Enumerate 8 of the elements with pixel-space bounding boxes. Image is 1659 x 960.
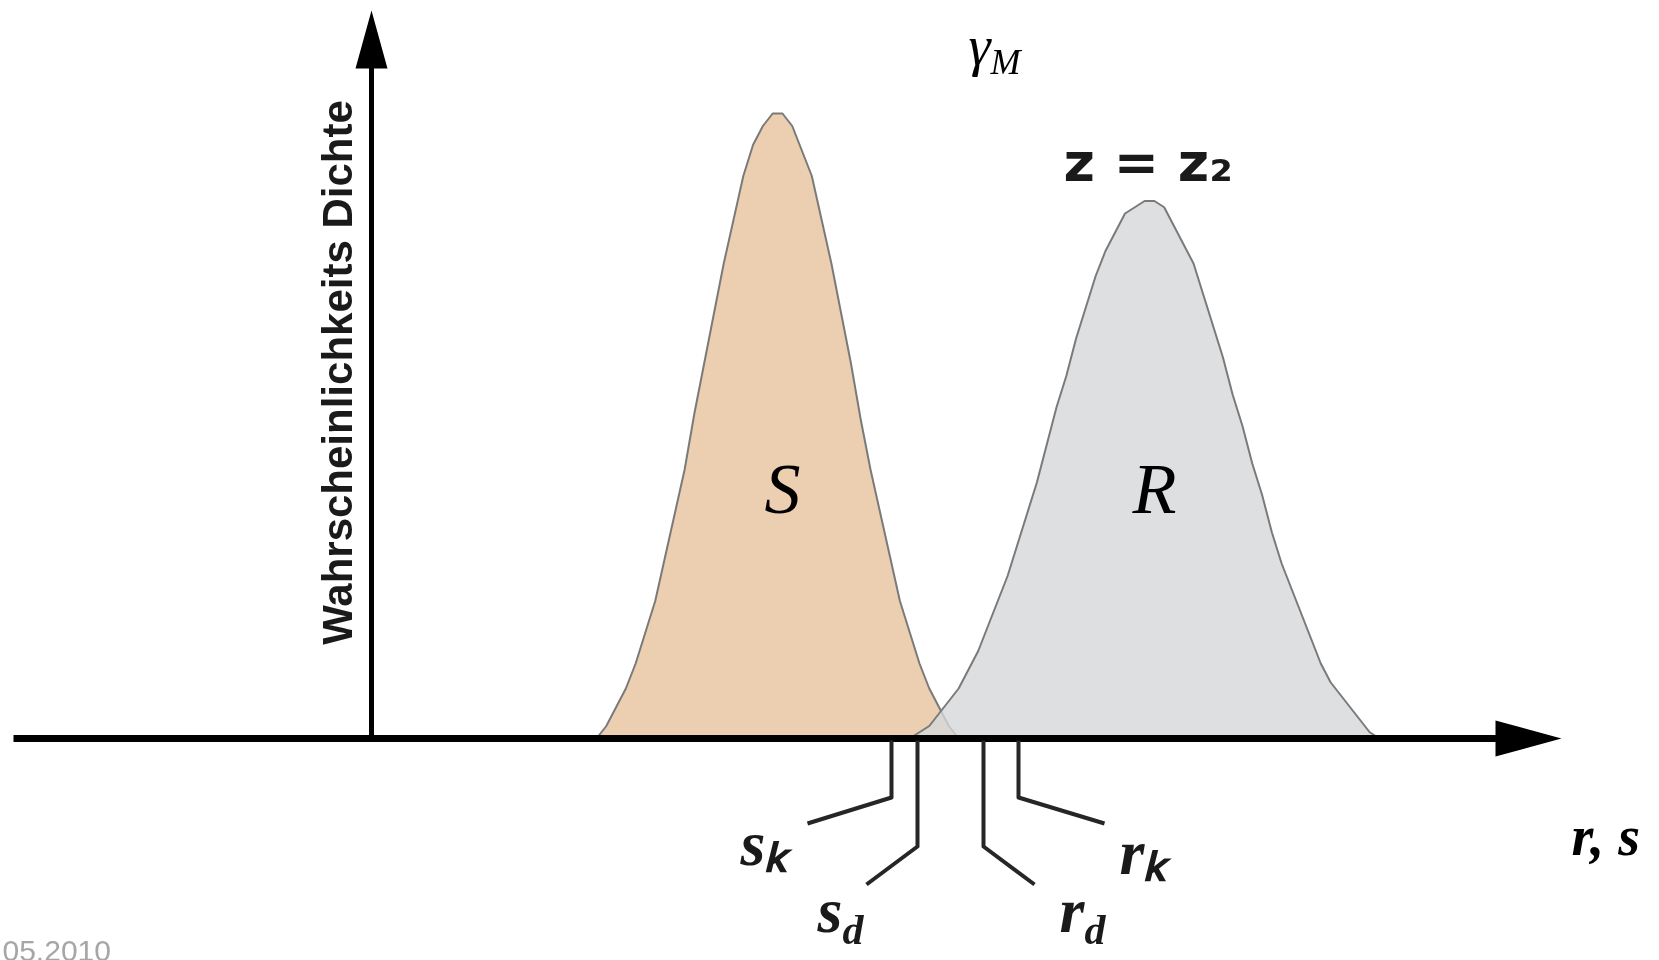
text: 05.2010: [2, 933, 111, 960]
series-label: S: [764, 448, 801, 529]
text: rₖ: [1119, 817, 1173, 888]
annotation: z = z₂: [1063, 131, 1233, 194]
series-label: R: [1131, 448, 1177, 529]
text: sₖ: [739, 808, 794, 879]
x-axis-title: r, s: [1571, 804, 1640, 867]
text: Wahrscheinlichkeits Dichte: [314, 100, 361, 645]
